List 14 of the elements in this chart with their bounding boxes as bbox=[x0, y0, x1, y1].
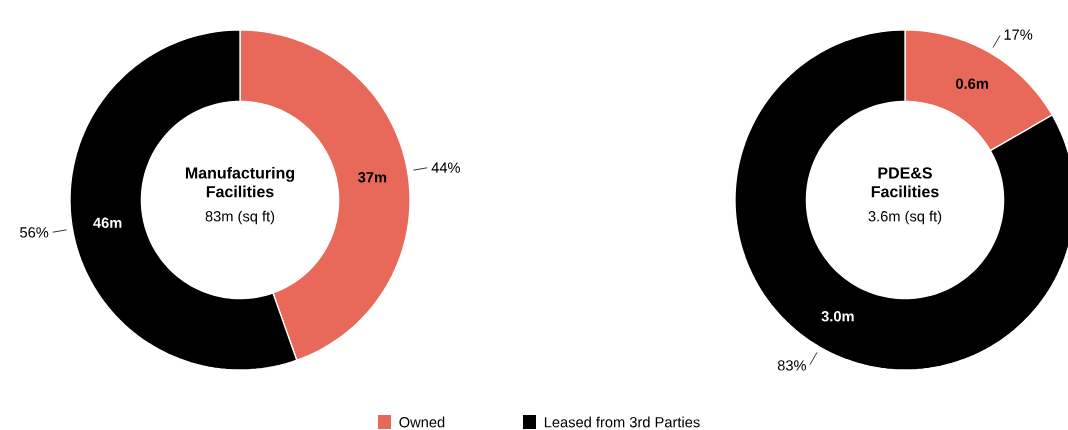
text: 56% bbox=[20, 227, 49, 238]
text: 3.6m (sq ft) bbox=[868, 210, 942, 225]
text: PDE&S Facilities bbox=[871, 167, 939, 198]
text: Manufacturing Facilities bbox=[185, 166, 295, 198]
data-label: 3.0m bbox=[821, 311, 854, 322]
text: 17% bbox=[1004, 29, 1033, 40]
data-label: 37m bbox=[358, 172, 387, 183]
text: 83% bbox=[777, 360, 807, 371]
data-label: 0.6m bbox=[956, 78, 988, 89]
legend-label: Leased from 3rd Parties bbox=[544, 416, 700, 428]
legend-label: Owned bbox=[399, 416, 445, 428]
text: 83m (sq ft) bbox=[205, 210, 275, 225]
data-label: 46m bbox=[93, 217, 122, 228]
text: 44% bbox=[431, 162, 460, 173]
